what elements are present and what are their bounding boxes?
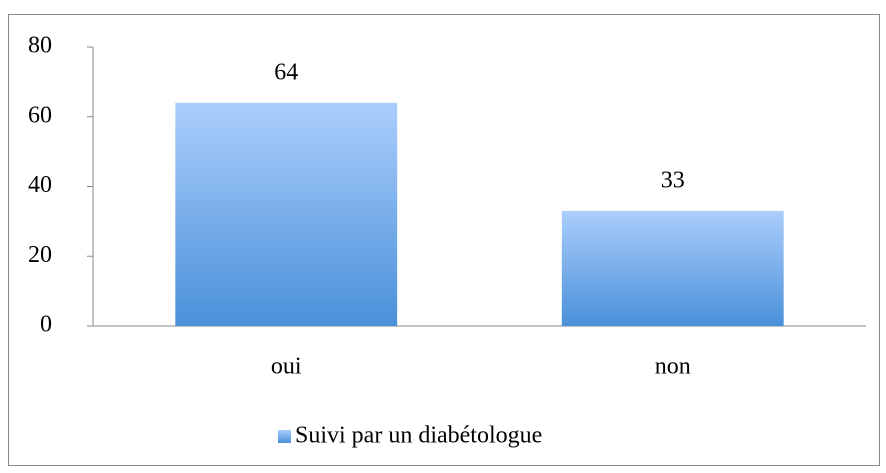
data-label: 33	[661, 167, 685, 193]
bar	[561, 210, 784, 326]
y-tick-label: 40	[28, 172, 52, 198]
x-tick-label: non	[655, 354, 691, 380]
y-tick-label: 60	[28, 102, 52, 128]
bar	[175, 102, 398, 326]
legend-label: Suivi par un diabétologue	[295, 423, 542, 449]
y-tick-label: 20	[28, 242, 52, 268]
y-tick-label: 80	[28, 33, 52, 59]
y-tick-label: 0	[40, 312, 52, 338]
x-tick-label: oui	[271, 354, 302, 380]
data-label: 64	[274, 59, 298, 85]
legend-swatch	[278, 430, 291, 443]
